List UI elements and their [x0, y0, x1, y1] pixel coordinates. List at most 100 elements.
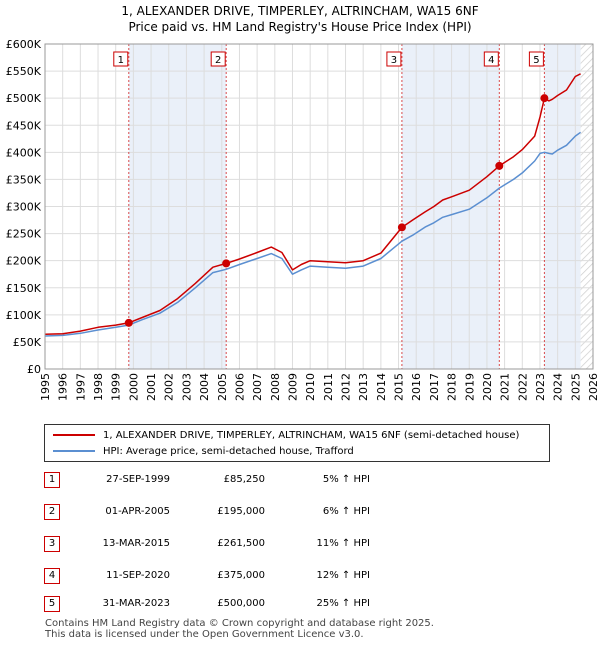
chart-legend: 1, ALEXANDER DRIVE, TIMPERLEY, ALTRINCHA…: [44, 424, 550, 462]
series-line: [44, 131, 582, 337]
x-tick-label: 2004: [198, 373, 211, 401]
x-tick-label: 2017: [428, 373, 441, 401]
x-tick-label: 1998: [92, 373, 105, 401]
sale-price: £195,000: [217, 506, 265, 517]
table-row: 2 01-APR-2005 £195,000 6% ↑ HPI: [0, 502, 600, 522]
sale-label-box: [386, 51, 402, 67]
x-tick-label: 2025: [569, 373, 582, 401]
y-tick-label: £450K: [6, 119, 42, 132]
sale-label: 5: [533, 55, 539, 66]
x-tick-label: 2010: [304, 373, 317, 401]
sale-label-box: [483, 51, 499, 67]
sale-label: 4: [488, 55, 494, 66]
sale-hpi-change: 12% ↑ HPI: [316, 570, 370, 581]
y-tick-label: £400K: [6, 146, 42, 159]
x-tick-label: 2001: [145, 373, 158, 401]
x-tick-label: 1997: [74, 373, 87, 401]
sale-date: 11-SEP-2020: [106, 570, 170, 581]
legend-item-property: 1, ALEXANDER DRIVE, TIMPERLEY, ALTRINCHA…: [53, 428, 519, 442]
legend-label-hpi: HPI: Average price, semi-detached house,…: [103, 445, 354, 457]
price-chart: 1 2 3 4 5 £0 £50K £100K £150K £200K £250K £300K £35…: [6, 38, 600, 401]
sale-number-badge: 5: [44, 596, 60, 612]
sale-price: £85,250: [223, 474, 265, 485]
plot-frame: [44, 43, 594, 370]
sale-label: 2: [215, 55, 221, 66]
y-tick-label: £100K: [6, 309, 42, 322]
table-row: 1 27-SEP-1999 £85,250 5% ↑ HPI: [0, 470, 600, 490]
chart-subtitle: Price paid vs. HM Land Registry's House …: [128, 20, 472, 34]
legend-label-property: 1, ALEXANDER DRIVE, TIMPERLEY, ALTRINCHA…: [103, 429, 520, 441]
table-row: 4 11-SEP-2020 £375,000 12% ↑ HPI: [0, 566, 600, 586]
sale-date: 31-MAR-2023: [102, 598, 170, 609]
y-tick-label: £350K: [6, 173, 42, 186]
sale-label: 1: [118, 55, 124, 66]
sale-date: 13-MAR-2015: [102, 538, 170, 549]
sale-price: £375,000: [217, 570, 265, 581]
sale-point: [397, 223, 406, 232]
y-tick-label: £250K: [6, 228, 42, 241]
sale-label-box: [210, 51, 226, 67]
sale-date: 01-APR-2005: [105, 506, 170, 517]
chart-title: 1, ALEXANDER DRIVE, TIMPERLEY, ALTRINCHA…: [121, 4, 479, 18]
sale-date: 27-SEP-1999: [106, 474, 170, 485]
x-tick-label: 2021: [499, 373, 512, 401]
sale-number-badge: 4: [44, 568, 60, 584]
x-tick-label: 2020: [481, 373, 494, 401]
sale-price: £500,000: [217, 598, 265, 609]
x-tick-label: 2022: [516, 373, 529, 401]
sale-hpi-change: 6% ↑ HPI: [322, 506, 370, 517]
footer-license: This data is licensed under the Open Gov…: [45, 629, 364, 640]
y-tick-label: £500K: [6, 92, 42, 105]
x-tick-label: 1999: [110, 373, 123, 401]
sale-point: [222, 259, 231, 268]
sale-label-box: [528, 51, 544, 67]
sale-hpi-change: 25% ↑ HPI: [316, 598, 370, 609]
x-tick-label: 2011: [322, 373, 335, 401]
legend-swatch-property: [53, 434, 95, 436]
x-tick-label: 2019: [463, 373, 476, 401]
x-tick-label: 2008: [269, 373, 282, 401]
x-tick-label: 2002: [163, 373, 176, 401]
y-tick-label: £50K: [13, 336, 42, 349]
sale-point: [124, 318, 133, 327]
x-tick-label: 2009: [286, 373, 299, 401]
y-tick-label: £150K: [6, 282, 42, 295]
table-row: 3 13-MAR-2015 £261,500 11% ↑ HPI: [0, 534, 600, 554]
sale-number-badge: 3: [44, 536, 60, 552]
sale-point: [495, 161, 504, 170]
x-tick-label: 2007: [251, 373, 264, 401]
y-tick-label: £200K: [6, 255, 42, 268]
x-tick-label: 1995: [39, 373, 52, 401]
table-row: 5 31-MAR-2023 £500,000 25% ↑ HPI: [0, 594, 600, 614]
x-tick-label: 2024: [552, 373, 565, 401]
sale-label-box: [113, 51, 129, 67]
x-tick-label: 2006: [233, 373, 246, 401]
x-tick-label: 2026: [587, 373, 600, 401]
x-tick-label: 2013: [357, 373, 370, 401]
x-tick-label: 2015: [393, 373, 406, 401]
sale-point: [540, 94, 549, 103]
sale-hpi-change: 5% ↑ HPI: [322, 474, 370, 485]
series-line: [44, 73, 581, 336]
legend-swatch-hpi: [53, 450, 95, 452]
footer-copyright: Contains HM Land Registry data © Crown c…: [45, 618, 434, 629]
x-tick-label: 2023: [534, 373, 547, 401]
x-tick-label: 1996: [57, 373, 70, 401]
sale-number-badge: 1: [44, 472, 60, 488]
x-tick-label: 2018: [446, 373, 459, 401]
legend-item-hpi: HPI: Average price, semi-detached house,…: [53, 444, 354, 458]
sale-label: 3: [391, 55, 397, 66]
sale-number-badge: 2: [44, 504, 60, 520]
x-tick-label: 2000: [127, 373, 140, 401]
y-tick-label: £300K: [6, 201, 42, 214]
sale-hpi-change: 11% ↑ HPI: [316, 538, 370, 549]
y-tick-label: £550K: [6, 65, 42, 78]
sale-price: £261,500: [217, 538, 265, 549]
x-tick-label: 2016: [410, 373, 423, 401]
x-tick-label: 2012: [340, 373, 353, 401]
x-tick-label: 2014: [375, 373, 388, 401]
y-tick-label: £0: [27, 363, 41, 376]
y-tick-label: £600K: [6, 38, 42, 51]
x-tick-label: 2003: [180, 373, 193, 401]
x-tick-label: 2005: [216, 373, 229, 401]
